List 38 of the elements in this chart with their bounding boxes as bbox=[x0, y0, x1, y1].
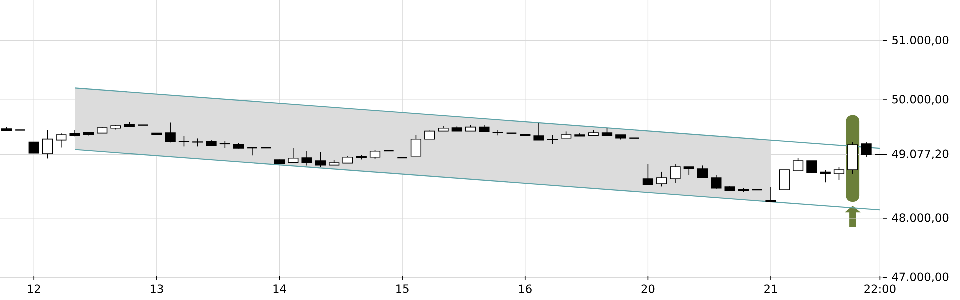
candlestick bbox=[246, 147, 258, 156]
x-tick-label: 22:00 bbox=[864, 284, 896, 294]
candlestick bbox=[670, 164, 681, 184]
x-tick-label: 20 bbox=[642, 284, 655, 294]
candlestick bbox=[834, 166, 845, 181]
x-tick-label: 21 bbox=[764, 284, 778, 294]
y-tick-label: 51.000,00 bbox=[892, 36, 949, 46]
candlestick bbox=[42, 130, 54, 160]
candlestick bbox=[697, 165, 708, 178]
candlestick bbox=[711, 174, 722, 190]
candlestick bbox=[410, 134, 422, 157]
candlestick bbox=[820, 170, 831, 184]
x-tick-label: 15 bbox=[396, 284, 409, 294]
candlestick bbox=[792, 158, 804, 172]
candlestick bbox=[178, 136, 190, 148]
y-tick-label: 50.000,00 bbox=[892, 95, 949, 105]
x-tick-label: 12 bbox=[28, 284, 40, 294]
candlestick bbox=[165, 122, 176, 144]
candlestick bbox=[56, 132, 67, 148]
candlestick bbox=[302, 150, 312, 166]
x-tick-label: 13 bbox=[150, 284, 164, 294]
candlestick bbox=[861, 142, 872, 158]
candlestick bbox=[766, 186, 776, 202]
x-tick-label: 14 bbox=[274, 284, 286, 293]
candlestick bbox=[779, 170, 790, 190]
candlestick bbox=[806, 160, 818, 174]
candlestick bbox=[28, 142, 40, 154]
candlestick bbox=[370, 150, 381, 160]
candlestick bbox=[534, 122, 544, 141]
x-tick-label: 16 bbox=[519, 284, 532, 294]
candlestick bbox=[192, 138, 204, 148]
candlestick bbox=[288, 148, 299, 164]
candlestick bbox=[656, 172, 668, 188]
y-tick-label: 49.077,20 bbox=[892, 150, 949, 160]
candlestick bbox=[315, 152, 326, 168]
candlestick bbox=[642, 164, 654, 186]
y-tick-label: 47.000,00 bbox=[892, 272, 949, 282]
y-tick-label: 48.000,00 bbox=[892, 214, 949, 224]
